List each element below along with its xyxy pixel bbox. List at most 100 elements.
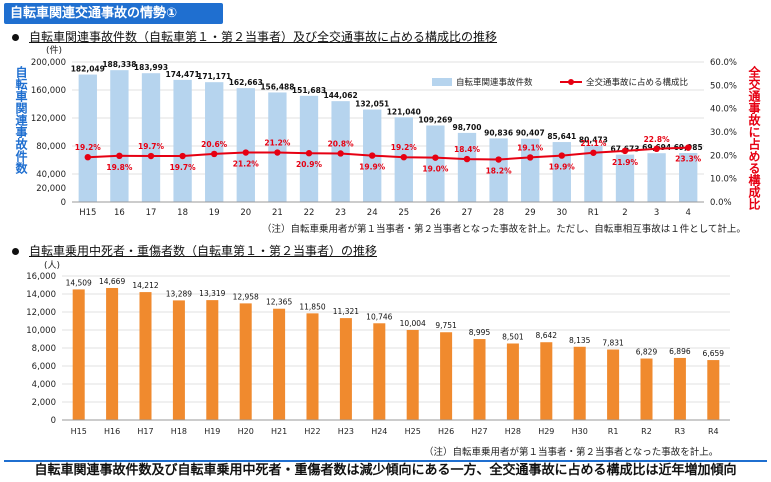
x-tick-label: H15 bbox=[79, 208, 96, 218]
bar bbox=[139, 292, 152, 420]
share-label: 21.1% bbox=[580, 139, 607, 148]
page-title: 自転車関連交通事故の情勢① bbox=[4, 3, 223, 24]
y2-tick-label: 0.0% bbox=[710, 198, 732, 208]
bar-value-label: 13,319 bbox=[199, 289, 225, 298]
x-tick-label: H19 bbox=[204, 427, 220, 436]
bar-value-label: 8,995 bbox=[469, 328, 491, 337]
x-tick-label: H20 bbox=[238, 427, 254, 436]
bar-value-label: 13,289 bbox=[166, 289, 192, 298]
summary-footer: 自転車関連事故件数及び自転車乗用中死者・重傷者数は減少傾向にある一方、全交通事故… bbox=[4, 460, 767, 482]
bar bbox=[373, 323, 386, 420]
share-label: 19.0% bbox=[422, 165, 449, 174]
x-tick-label: H25 bbox=[405, 427, 421, 436]
section2-heading: 自転車乗用中死者・重傷者数（自転車第１・第２当事者）の推移 bbox=[12, 242, 377, 259]
share-point bbox=[432, 154, 439, 161]
bar-value-label: 9,751 bbox=[435, 321, 457, 330]
share-point bbox=[84, 154, 92, 161]
bar-value-label: 90,407 bbox=[516, 129, 545, 138]
bar bbox=[273, 308, 286, 420]
share-label: 19.8% bbox=[106, 163, 133, 172]
bar-value-label: 12,365 bbox=[266, 298, 292, 307]
x-tick-label: R2 bbox=[641, 427, 652, 436]
x-tick-label: 17 bbox=[146, 208, 157, 218]
x-tick-label: 27 bbox=[462, 208, 473, 218]
bar-value-label: 10,746 bbox=[366, 312, 392, 321]
x-tick-label: H26 bbox=[438, 427, 454, 436]
bullet-icon bbox=[12, 248, 19, 255]
share-label: 19.7% bbox=[138, 142, 165, 151]
x-tick-label: 24 bbox=[367, 208, 378, 218]
bar bbox=[236, 88, 255, 202]
bar bbox=[239, 303, 252, 420]
left-axis-title: 自転車関連事故件数 bbox=[14, 66, 28, 174]
share-point bbox=[685, 144, 692, 151]
bar-value-label: 10,004 bbox=[400, 319, 426, 328]
x-tick-label: H18 bbox=[171, 427, 187, 436]
y-tick-label: 0 bbox=[61, 198, 66, 208]
bar-value-label: 11,850 bbox=[299, 302, 325, 311]
share-label: 19.9% bbox=[359, 163, 386, 172]
x-tick-label: 4 bbox=[685, 208, 690, 218]
x-tick-label: 19 bbox=[209, 208, 220, 218]
x-tick-label: H30 bbox=[572, 427, 588, 436]
bar-value-label: 98,700 bbox=[453, 123, 482, 132]
share-label: 18.2% bbox=[486, 167, 513, 176]
bar-value-label: 132,051 bbox=[355, 100, 389, 109]
bar bbox=[426, 125, 445, 202]
x-tick-label: 23 bbox=[335, 208, 346, 218]
y-tick-label: 8,000 bbox=[32, 344, 56, 354]
bar bbox=[72, 289, 85, 420]
bar bbox=[299, 95, 319, 202]
share-point bbox=[558, 152, 565, 159]
x-tick-label: R3 bbox=[675, 427, 686, 436]
bar-value-label: 121,040 bbox=[387, 107, 421, 116]
y-tick-label: 80,000 bbox=[36, 142, 66, 152]
bar-value-label: 8,135 bbox=[569, 336, 591, 345]
x-tick-label: H15 bbox=[71, 427, 87, 436]
x-tick-label: H27 bbox=[471, 427, 487, 436]
bar-value-label: 85,641 bbox=[547, 132, 576, 141]
bar bbox=[521, 138, 540, 202]
y-tick-label: 120,000 bbox=[31, 114, 66, 124]
x-tick-label: H21 bbox=[271, 427, 287, 436]
x-tick-label: 3 bbox=[654, 208, 659, 218]
share-label: 18.4% bbox=[454, 145, 481, 154]
bar-value-label: 8,642 bbox=[536, 331, 558, 340]
share-point bbox=[400, 154, 407, 161]
accident-count-chart: (件) 0 40,000 80,000 120,000 160,000 200,000 20,… bbox=[31, 44, 737, 218]
bar bbox=[540, 342, 553, 420]
x-tick-label: H16 bbox=[104, 427, 120, 436]
bar-value-label: 80,473 bbox=[579, 136, 608, 145]
y-tick-label: 12,000 bbox=[26, 308, 56, 318]
share-label: 21.2% bbox=[233, 160, 260, 169]
bar-value-label: 8,501 bbox=[502, 332, 524, 341]
y-tick-label: 14,000 bbox=[26, 290, 56, 300]
bar bbox=[584, 145, 603, 202]
share-point bbox=[305, 150, 313, 157]
share-point bbox=[242, 149, 249, 156]
bar-value-label: 188,338 bbox=[102, 60, 136, 69]
bar bbox=[615, 154, 635, 202]
share-point bbox=[495, 156, 502, 163]
bar-value-label: 6,829 bbox=[636, 348, 658, 357]
casualty-chart: (人) 0 2,000 4,000 6,000 8,000 10,000 12,000 14,0… bbox=[26, 260, 730, 436]
share-label: 21.9% bbox=[612, 158, 639, 167]
bar-value-label: 14,212 bbox=[132, 281, 158, 290]
bar bbox=[141, 73, 161, 202]
share-point bbox=[116, 152, 123, 159]
share-point bbox=[274, 149, 281, 156]
y2-tick-label: 20.0% bbox=[710, 151, 737, 161]
y-tick-label: 4,000 bbox=[32, 380, 56, 390]
section1-heading: 自転車関連事故件数（自転車第１・第２当事者）及び全交通事故に占める構成比の推移 bbox=[12, 28, 497, 45]
bar bbox=[640, 358, 653, 420]
y-tick-label: 6,000 bbox=[32, 362, 56, 372]
legend-line-label: 全交通事故に占める構成比 bbox=[586, 77, 688, 88]
y2-tick-label: 60.0% bbox=[710, 58, 737, 68]
y-tick-label: 200,000 bbox=[31, 58, 66, 68]
bar-value-label: 12,958 bbox=[233, 292, 259, 301]
share-point bbox=[337, 150, 344, 157]
x-tick-label: H17 bbox=[137, 427, 153, 436]
bar-value-label: 144,062 bbox=[324, 91, 358, 100]
x-tick-label: 18 bbox=[177, 208, 188, 218]
bar bbox=[106, 287, 119, 420]
